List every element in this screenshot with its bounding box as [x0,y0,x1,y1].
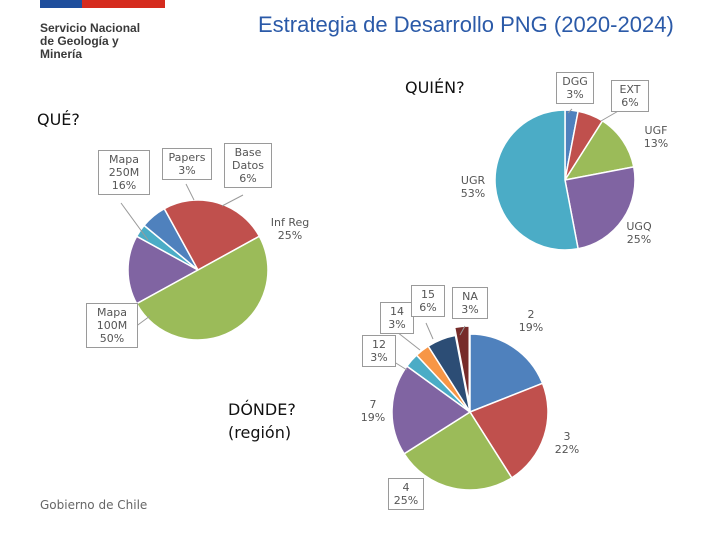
data-label-name: 100M [96,319,128,332]
data-label-name: 3 [563,430,571,443]
data-label-name: Base [234,146,262,159]
pie-slice-15 [427,334,471,413]
data-label-region-2: 2 19% [514,308,548,334]
data-label-pct: 3% [566,88,584,101]
data-label-dgg: DGG 3% [556,72,594,104]
logo-line: de Geología y [40,34,119,48]
chart-title-donde-line: DÓNDE? [228,400,296,419]
logo-line: Servicio Nacional [40,21,141,35]
data-label-name: UGQ [626,220,652,233]
data-label-name: Mapa [109,153,139,166]
pie-slice-2 [469,333,544,414]
leader-line [459,325,466,336]
data-label-region-3: 3 22% [550,430,584,456]
data-label-pct: 3% [461,303,479,316]
data-label-pct: 16% [111,179,137,192]
data-label-name: Datos [232,159,264,172]
pie-slice-ugq [564,166,636,250]
data-label-name: 15 [421,288,435,301]
pie-slice-3 [468,382,549,479]
pie-quien [494,109,636,251]
pie-slice-4 [403,410,513,491]
pie-que [127,199,269,341]
data-label-pct: 6% [239,172,257,185]
data-label-ugq: UGQ 25% [620,220,658,246]
data-label-mapa-100m: Mapa 100M 50% [86,303,138,348]
chart-title-donde-line: (región) [228,423,292,442]
data-label-pct: 6% [621,96,639,109]
flag-blue-segment [40,0,82,8]
data-label-ext: EXT 6% [611,80,649,112]
logo-line: Minería [40,47,83,61]
data-label-region-14: 14 3% [380,302,414,334]
pie-slice-inf-reg [163,199,261,272]
data-label-region-12: 12 3% [362,335,396,367]
data-label-name: Inf Reg [270,216,310,229]
data-label-name: 250M [108,166,140,179]
data-label-pct: 3% [388,318,406,331]
flag-bar [40,0,165,8]
leader-line [120,202,149,241]
pie-slice-7 [391,365,472,455]
data-label-pct: 3% [370,351,388,364]
data-label-name: 2 [527,308,535,321]
data-label-name: NA [462,290,478,303]
data-label-pct: 6% [419,301,437,314]
data-label-region-7: 7 19% [356,398,390,424]
chart-title-donde: DÓNDE? (región) [228,398,296,444]
data-label-pct: 25% [277,229,303,242]
pie-slice-ugr [494,109,579,251]
data-label-name: 4 [402,481,410,494]
data-label-name: Papers [168,151,206,164]
footer-org: Gobierno de Chile [40,498,148,512]
data-label-pct: 3% [178,164,196,177]
data-label-ugr: UGR 53% [453,174,493,200]
pie-donde [391,325,549,491]
pie-slice-ugf [563,119,635,182]
pie-slice-mapa-100m [135,235,269,341]
data-label-name: DGG [562,75,588,88]
leader-line [221,194,244,207]
pie-slice-na [453,325,470,405]
data-label-pct: 50% [99,332,125,345]
data-label-name: UGF [644,124,668,137]
leader-line [396,331,421,351]
chart-title-que: QUÉ? [37,110,80,129]
leader-line [425,322,434,340]
data-label-name: 14 [390,305,404,318]
data-label-region-na: NA 3% [452,287,488,319]
data-label-name: 7 [369,398,377,411]
chart-title-quien: QUIÉN? [405,78,465,97]
data-label-pct: 13% [643,137,669,150]
data-label-pct: 22% [554,443,580,456]
sernageomin-logo: Servicio Nacional de Geología y Minería [40,22,140,61]
data-label-mapa-250m: Mapa 250M 16% [98,150,150,195]
data-label-name: EXT [619,83,641,96]
data-label-pct: 53% [460,187,486,200]
data-label-pct: 25% [626,233,652,246]
data-label-pct: 25% [393,494,419,507]
leader-line [185,183,195,201]
pie-slice-mapa-250m [127,235,200,305]
data-label-pct: 19% [360,411,386,424]
data-label-region-15: 15 6% [411,285,445,317]
data-label-papers: Papers 3% [162,148,212,180]
data-label-name: Mapa [97,306,127,319]
data-label-base-datos: Base Datos 6% [224,143,272,188]
data-label-name: UGR [460,174,486,187]
data-label-ugf: UGF 13% [638,124,674,150]
flag-red-segment [82,0,165,8]
data-label-region-4: 4 25% [388,478,424,510]
data-label-name: 12 [372,338,386,351]
data-label-pct: 19% [518,321,544,334]
leader-line [567,108,573,114]
data-label-inf-reg: Inf Reg 25% [266,216,314,242]
slide-title: Estrategia de Desarrollo PNG (2020-2024) [258,12,674,37]
